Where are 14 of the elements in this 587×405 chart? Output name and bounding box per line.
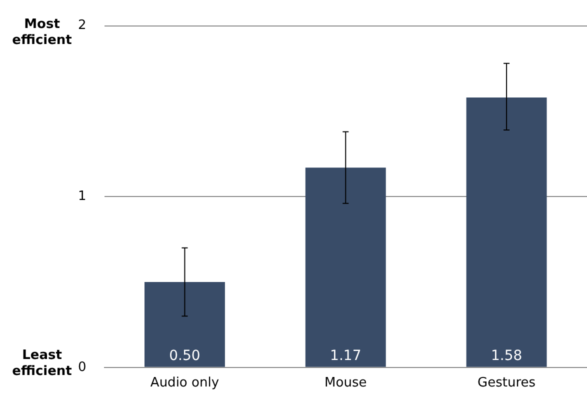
bar: [466, 98, 547, 367]
data-label: 1.17: [330, 348, 362, 364]
x-tick-label: Gestures: [478, 376, 536, 391]
x-tick-label: Mouse: [324, 376, 367, 391]
y-tick-label: 0: [78, 360, 86, 375]
y-tick-label: 2: [78, 18, 86, 34]
data-label: 0.50: [169, 348, 200, 364]
x-tick-label: Audio only: [150, 376, 220, 391]
text: Least efficient: [12, 348, 72, 379]
y-tick-label: 1: [78, 188, 86, 204]
text: Most efficient: [12, 17, 72, 48]
data-label: 1.58: [490, 348, 522, 364]
bar: [144, 282, 225, 367]
bar: [305, 168, 386, 367]
